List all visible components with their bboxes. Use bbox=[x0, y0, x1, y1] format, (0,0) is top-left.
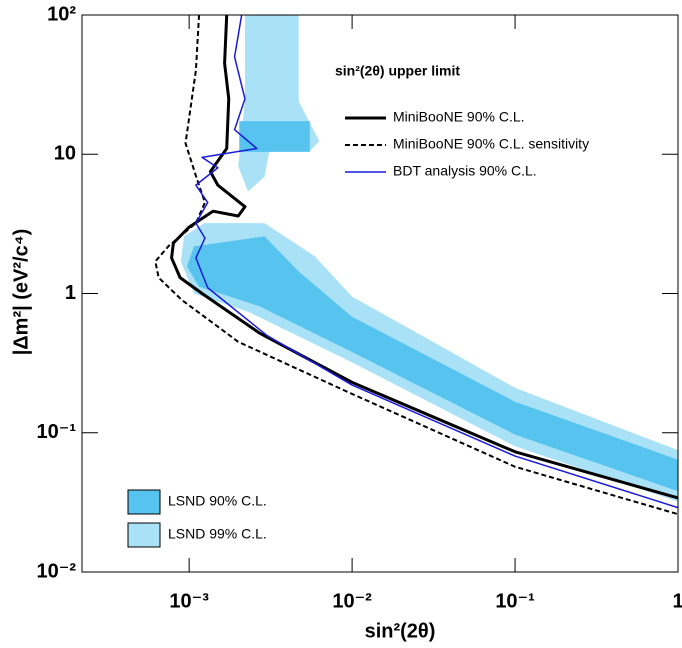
lsnd-region bbox=[239, 121, 310, 152]
legend-title: sin²(2θ) upper limit bbox=[335, 63, 460, 79]
legend-label: BDT analysis 90% C.L. bbox=[393, 163, 537, 179]
y-tick-label: 10 bbox=[54, 143, 76, 165]
x-axis-label: sin²(2θ) bbox=[365, 620, 436, 642]
y-tick-label: 10⁻¹ bbox=[37, 421, 77, 443]
lsnd-region bbox=[186, 236, 678, 492]
legend-swatch bbox=[127, 489, 161, 515]
regions bbox=[180, 15, 678, 502]
x-tick-label: 10⁻³ bbox=[169, 590, 209, 612]
y-tick-label: 10⁻² bbox=[37, 560, 77, 582]
legend-label: MiniBooNE 90% C.L. sensitivity bbox=[393, 136, 589, 152]
legend-swatch bbox=[127, 522, 161, 548]
limit-curve bbox=[195, 15, 678, 509]
x-tick-label: 10⁻¹ bbox=[495, 590, 535, 612]
limit-curve bbox=[170, 15, 678, 500]
y-tick-label: 1 bbox=[65, 282, 76, 304]
y-axis-label: |Δm²| (eV²/c⁴) bbox=[10, 229, 32, 356]
legend-label: MiniBooNE 90% C.L. bbox=[393, 109, 525, 125]
x-tick-label: 10⁻² bbox=[332, 590, 372, 612]
lsnd-region bbox=[238, 15, 320, 192]
legend-label: LSND 99% C.L. bbox=[168, 526, 267, 542]
limit-curve bbox=[154, 15, 678, 516]
legend-label: LSND 90% C.L. bbox=[168, 493, 267, 509]
x-tick-label: 1 bbox=[672, 590, 682, 612]
lines bbox=[154, 15, 678, 516]
y-tick-label: 10² bbox=[47, 3, 76, 25]
